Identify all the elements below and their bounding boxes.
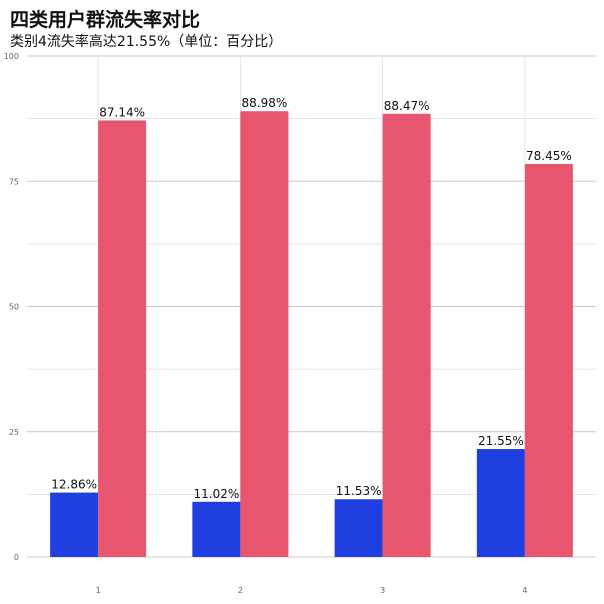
- bar-series-2: [240, 111, 289, 557]
- bar-data-label: 12.86%: [51, 478, 97, 492]
- bar-series-1: [334, 499, 383, 557]
- bar-data-label: 11.02%: [193, 487, 239, 501]
- x-tick-label: 2: [238, 586, 243, 595]
- bar-series-1: [192, 501, 241, 557]
- bar-data-label: 87.14%: [99, 105, 145, 119]
- bar-series-2: [382, 113, 431, 558]
- bar-series-1: [476, 449, 525, 557]
- y-tick-label: 25: [9, 428, 19, 437]
- bar-data-label: 78.45%: [526, 149, 572, 163]
- bar-data-label: 11.53%: [336, 484, 382, 498]
- x-tick-label: 3: [380, 586, 385, 595]
- bar-data-label: 88.47%: [384, 99, 430, 113]
- bar-series-2: [524, 163, 573, 557]
- y-tick-label: 0: [14, 553, 19, 562]
- bar-series-1: [50, 492, 99, 557]
- chart-title: 四类用户群流失率对比: [10, 9, 201, 31]
- x-tick-label: 1: [96, 586, 101, 595]
- y-tick-label: 100: [4, 52, 19, 61]
- bar-series-2: [98, 120, 147, 558]
- y-tick-label: 75: [9, 177, 19, 186]
- bar-data-label: 21.55%: [478, 434, 524, 448]
- x-tick-label: 4: [522, 586, 527, 595]
- y-tick-label: 50: [9, 303, 19, 312]
- bar-data-label: 88.98%: [241, 96, 287, 110]
- chart-subtitle: 类别4流失率高达21.55%（单位：百分比）: [10, 34, 283, 50]
